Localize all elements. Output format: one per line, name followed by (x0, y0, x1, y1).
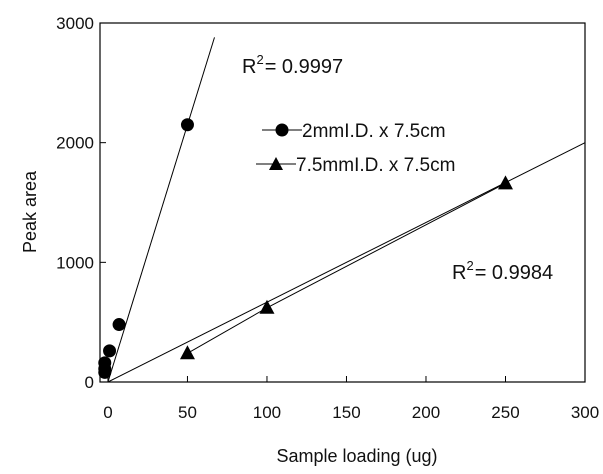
svg-text:R2= 0.9984: R2= 0.9984 (452, 258, 553, 284)
legend-label-series-1: 2mmI.D. x 7.5cm (302, 121, 446, 142)
x-tick-label: 100 (253, 403, 281, 422)
plot-frame (99, 22, 586, 383)
r2-letter-series-2: R (452, 262, 466, 284)
x-tick-label: 250 (491, 403, 519, 422)
x-tick-label: 150 (332, 403, 360, 422)
legend-marker-circle (275, 123, 289, 137)
y-tick-label: 0 (85, 373, 94, 392)
y-tick-label: 1000 (56, 253, 94, 272)
r2-superscript-series-1: 2 (256, 52, 263, 67)
data-point-triangle (497, 175, 513, 190)
y-axis-label: Peak area (20, 170, 40, 253)
r2-annotation-series-2: R2= 0.9984 (452, 258, 553, 284)
data-point-circle (112, 318, 126, 332)
r2-value-series-2: = 0.9984 (475, 262, 553, 284)
svg-text:R2= 0.9997: R2= 0.9997 (242, 52, 343, 78)
x-tick-label: 300 (571, 403, 599, 422)
y-tick-label: 3000 (56, 14, 94, 33)
data-point-circle (180, 118, 194, 132)
data-point-circle (98, 356, 112, 370)
legend: 2mmI.D. x 7.5cm 7.5mmI.D. x 7.5cm (256, 121, 455, 176)
legend-marker-triangle (269, 157, 283, 170)
r2-value-series-1: = 0.9997 (265, 56, 343, 78)
r2-annotation-series-1: R2= 0.9997 (242, 52, 343, 78)
data-points (98, 118, 513, 379)
y-tick-label: 2000 (56, 134, 94, 153)
data-point-triangle (179, 345, 195, 360)
fit-line-series-1 (107, 37, 215, 383)
x-tick-label: 0 (103, 403, 112, 422)
x-axis-label: Sample loading (ug) (276, 446, 437, 466)
data-point-triangle (259, 299, 275, 314)
x-tick-label: 50 (178, 403, 197, 422)
legend-label-series-2: 7.5mmI.D. x 7.5cm (296, 155, 455, 176)
data-point-circle (103, 344, 117, 358)
fit-lines (107, 37, 586, 383)
x-tick-label: 200 (412, 403, 440, 422)
r2-letter-series-1: R (242, 56, 256, 78)
r2-superscript-series-2: 2 (466, 258, 473, 273)
axes: 0 1000 2000 3000 0 50 100 150 200 250 300 (56, 14, 599, 422)
